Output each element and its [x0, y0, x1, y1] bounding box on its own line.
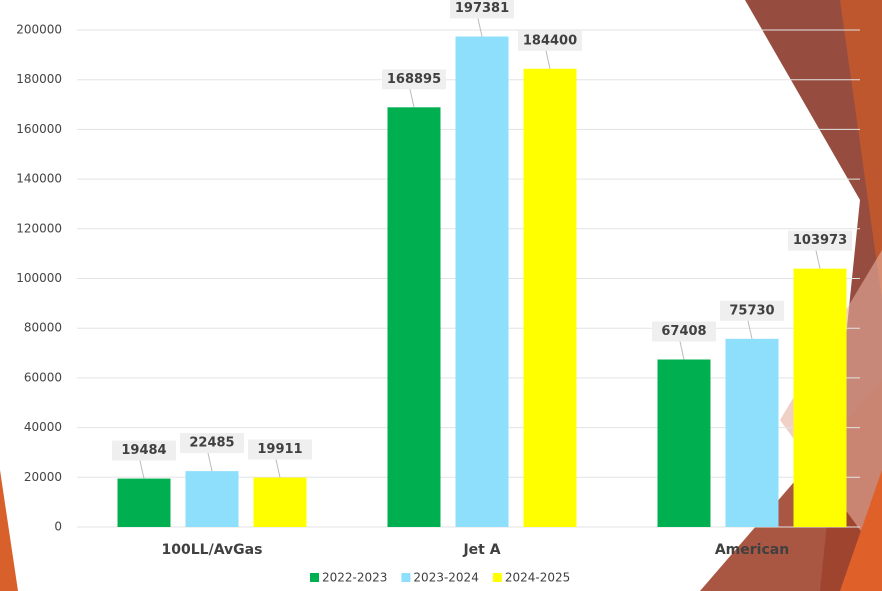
data-label: 197381	[455, 1, 509, 16]
y-tick-label: 180000	[16, 72, 62, 86]
data-label-box	[788, 230, 852, 251]
legend-label: 2023-2024	[413, 571, 478, 585]
data-label-box	[518, 30, 582, 51]
legend-swatch	[310, 573, 319, 582]
bar	[117, 478, 171, 527]
bar	[455, 36, 509, 528]
leader-line	[815, 250, 821, 269]
leader-line	[477, 18, 483, 37]
data-label: 19484	[121, 443, 166, 458]
leader-line	[545, 50, 551, 69]
y-tick-label: 160000	[16, 122, 62, 136]
data-label: 67408	[661, 324, 706, 339]
y-tick-label: 100000	[16, 271, 62, 285]
y-tick-label: 200000	[16, 23, 62, 37]
bar	[387, 107, 441, 527]
bar	[253, 477, 307, 527]
bar	[725, 338, 779, 527]
data-label-box	[248, 439, 312, 460]
legend-label: 2022-2023	[322, 571, 387, 585]
y-tick-label: 60000	[24, 370, 62, 384]
legend-swatch	[492, 573, 502, 582]
data-label-box	[180, 433, 244, 454]
bar	[523, 68, 577, 528]
leader-line	[275, 459, 281, 478]
data-label-box	[652, 321, 716, 342]
y-tick-label: 120000	[16, 221, 62, 235]
leader-line	[207, 453, 213, 472]
leader-line	[409, 89, 415, 108]
data-label: 19911	[257, 442, 302, 457]
x-tick-label: Jet A	[462, 542, 500, 558]
leader-line	[679, 341, 685, 360]
x-tick-label: 100LL/AvGas	[162, 542, 263, 558]
y-tick-label: 80000	[24, 321, 62, 335]
data-label: 103973	[793, 233, 847, 248]
bar	[793, 268, 847, 527]
y-tick-label: 140000	[16, 172, 62, 186]
y-tick-label: 0	[54, 520, 62, 534]
data-label: 22485	[189, 436, 234, 451]
data-label-box	[382, 69, 446, 90]
y-tick-label: 40000	[24, 420, 62, 434]
data-label-box	[450, 0, 514, 19]
bar	[185, 471, 239, 527]
y-tick-label: 20000	[24, 470, 62, 484]
leader-line	[139, 460, 145, 479]
bar	[657, 359, 711, 527]
x-tick-label: American	[715, 542, 789, 558]
data-label: 75730	[729, 303, 774, 318]
data-label-box	[720, 300, 784, 321]
data-label: 168895	[387, 72, 441, 87]
data-label-box	[112, 440, 176, 461]
data-label: 184400	[523, 33, 577, 48]
leader-line	[747, 320, 753, 339]
legend-label: 2024-2025	[505, 571, 570, 585]
legend-swatch	[401, 573, 411, 582]
